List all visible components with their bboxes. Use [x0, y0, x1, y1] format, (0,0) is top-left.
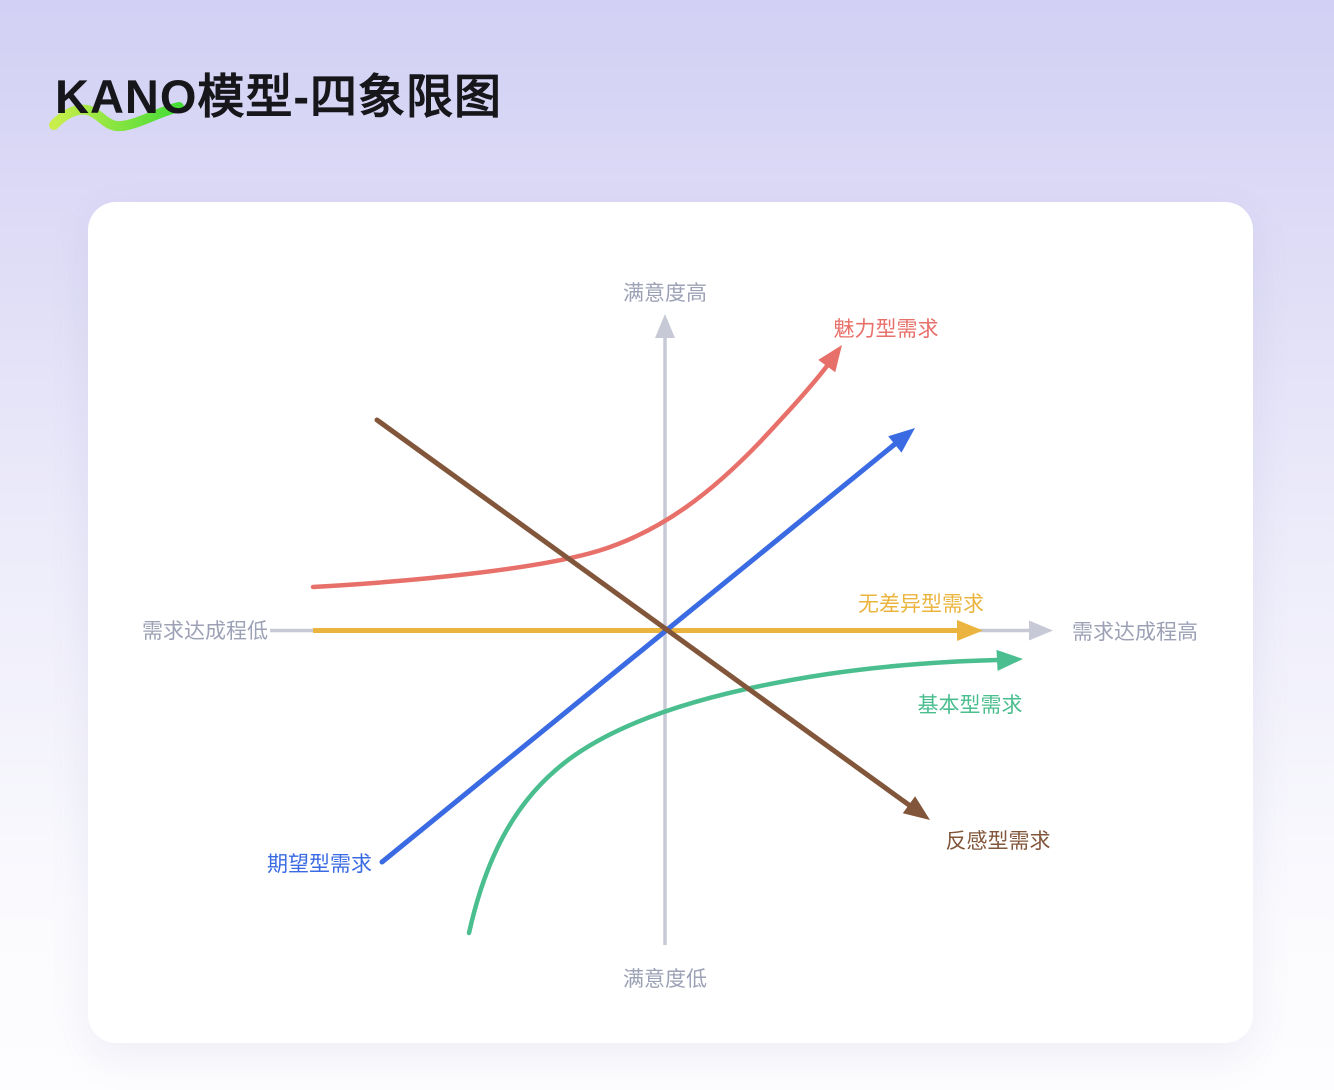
attractive-series	[310, 345, 842, 590]
basic-label: 基本型需求	[918, 693, 1023, 717]
x-axis-left-label: 需求达成程低	[142, 619, 268, 643]
title-underline-swoosh-icon	[49, 102, 184, 132]
y-axis-top-label: 满意度高	[623, 281, 707, 305]
reverse-label: 反感型需求	[946, 829, 1051, 853]
indifferent-arrow-icon	[957, 620, 983, 641]
reverse-line	[374, 417, 912, 808]
indifferent-label: 无差异型需求	[858, 592, 984, 616]
indifferent-series	[313, 620, 983, 641]
basic-series	[466, 649, 1023, 936]
y-axis-arrow-icon	[655, 314, 675, 338]
basic-arrow-icon	[996, 649, 1023, 671]
expected-label: 期望型需求	[267, 852, 372, 876]
basic-curve	[466, 657, 1001, 936]
attractive-curve	[310, 363, 830, 590]
attractive-label: 魅力型需求	[834, 317, 939, 341]
page-header: KANO模型-四象限图	[49, 58, 503, 132]
expected-series	[379, 428, 915, 865]
kano-quadrant-chart: 满意度高 满意度低 需求达成程低 需求达成程高 魅力型需求 期望型需求 无差异型…	[142, 281, 1198, 991]
chart-card: 满意度高 满意度低 需求达成程低 需求达成程高 魅力型需求 期望型需求 无差异型…	[88, 202, 1253, 1043]
page-title: KANO模型-四象限图	[55, 70, 503, 123]
expected-line	[379, 441, 898, 865]
reverse-series	[374, 417, 930, 820]
x-axis-right-label: 需求达成程高	[1072, 620, 1198, 644]
expected-arrow-icon	[888, 428, 915, 453]
x-axis-arrow-icon	[1029, 620, 1053, 641]
attractive-arrow-icon	[818, 345, 842, 373]
y-axis-bottom-label: 满意度低	[623, 967, 707, 991]
reverse-arrow-icon	[902, 796, 930, 820]
